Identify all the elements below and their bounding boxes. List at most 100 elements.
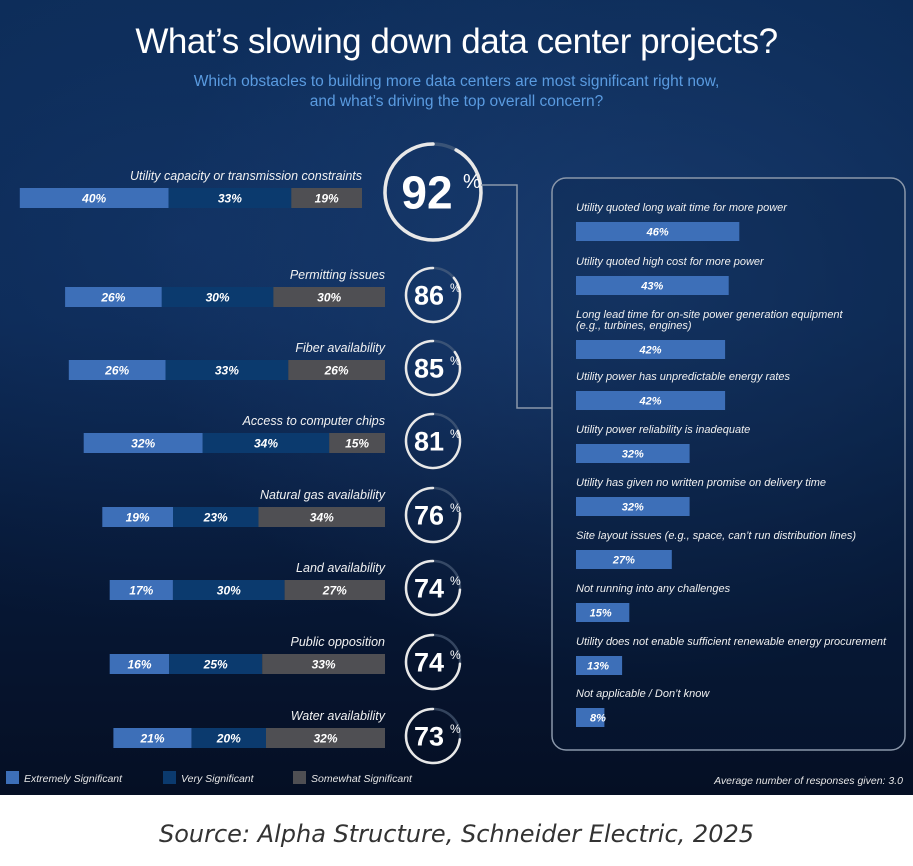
bar-segment-very	[169, 654, 263, 674]
bar-segment-extremely	[19, 188, 169, 208]
ring-progress-arc	[404, 559, 462, 617]
bar-segment-very	[168, 188, 292, 208]
bar-value-label: 32%	[131, 437, 155, 451]
ring-total-value: 76	[414, 501, 444, 531]
bar-segment-somewhat	[284, 580, 385, 600]
bar-value-label: 34%	[254, 437, 278, 451]
legend-swatch-very	[163, 771, 176, 784]
detail-label: Utility quoted high cost for more power	[576, 256, 765, 268]
detail-bar	[576, 550, 672, 569]
bar-segment-extremely	[68, 360, 166, 380]
legend-swatch-somewhat	[293, 771, 306, 784]
ring-progress-arc	[404, 266, 462, 324]
bar-segment-extremely	[113, 728, 192, 748]
detail-bar	[576, 391, 726, 410]
connector-line	[481, 184, 552, 409]
detail-bar-value: 8%	[590, 713, 606, 725]
detail-bar	[576, 656, 623, 675]
bar-segment-very	[165, 360, 289, 380]
ring-percent-sign: %	[463, 171, 481, 193]
bar-value-label: 30%	[217, 584, 241, 598]
bar-segment-very	[161, 287, 274, 307]
bar-segment-somewhat	[291, 188, 362, 208]
detail-label: Utility has given no written promise on …	[576, 477, 826, 489]
ring-total-value: 81	[414, 427, 444, 457]
bar-value-label: 33%	[215, 364, 239, 378]
bar-value-label: 30%	[317, 291, 341, 305]
subtitle-line-2: and what’s driving the top overall conce…	[309, 93, 604, 110]
ring-progress-arc	[383, 142, 483, 242]
bar-value-label: 33%	[218, 192, 242, 206]
detail-bar-value: 13%	[587, 661, 609, 673]
ring-percent-sign: %	[450, 648, 461, 662]
ring-total-value: 86	[414, 281, 444, 311]
legend-label: Extremely Significant	[24, 773, 123, 785]
bar-value-label: 23%	[203, 511, 228, 525]
ring-progress-arc	[404, 339, 462, 397]
bar-value-label: 15%	[345, 437, 369, 451]
bar-value-label: 33%	[312, 658, 336, 672]
ring-percent-sign: %	[450, 354, 461, 368]
category-label: Land availability	[296, 561, 386, 575]
bar-segment-extremely	[83, 433, 203, 453]
category-label: Water availability	[291, 709, 386, 723]
ring-total-value: 85	[414, 354, 444, 384]
bar-segment-very	[202, 433, 330, 453]
bar-segment-somewhat	[288, 360, 385, 380]
chart-subtitle: Which obstacles to building more data ce…	[0, 72, 913, 112]
detail-label: Utility quoted long wait time for more p…	[576, 202, 788, 214]
detail-label: Not running into any challenges	[576, 583, 731, 595]
ring-progress-arc	[404, 412, 462, 470]
detail-bar-value: 32%	[622, 449, 644, 461]
legend-label: Somewhat Significant	[311, 773, 413, 785]
bar-value-label: 25%	[203, 658, 228, 672]
bar-segment-extremely	[109, 654, 170, 674]
category-label: Permitting issues	[290, 268, 385, 282]
detail-bar	[576, 603, 630, 622]
chart-canvas: Utility capacity or transmission constra…	[6, 142, 906, 787]
bar-segment-somewhat	[258, 507, 385, 527]
subtitle-line-1: Which obstacles to building more data ce…	[193, 73, 720, 90]
legend-label: Very Significant	[181, 773, 255, 785]
detail-bar-value: 42%	[638, 396, 661, 408]
ring-percent-sign: %	[450, 574, 461, 588]
detail-bar	[576, 222, 740, 241]
footnote-average-responses: Average number of responses given: 3.0	[713, 775, 903, 787]
detail-label: Utility does not enable sufficient renew…	[576, 636, 887, 648]
detail-bar-value: 15%	[590, 608, 612, 620]
detail-bar	[576, 276, 729, 295]
bar-value-label: 26%	[104, 364, 129, 378]
bar-segment-extremely	[102, 507, 173, 527]
ring-total-value: 74	[414, 648, 444, 678]
bar-segment-extremely	[65, 287, 162, 307]
detail-label: (e.g., turbines, engines)	[576, 320, 692, 332]
bar-value-label: 40%	[81, 192, 106, 206]
bar-value-label: 32%	[313, 732, 337, 746]
detail-bar	[576, 444, 690, 463]
ring-percent-sign: %	[450, 281, 461, 295]
legend-swatch-extremely	[6, 771, 19, 784]
detail-bar-value: 43%	[640, 281, 663, 293]
bar-segment-very	[191, 728, 266, 748]
ring-total-value: 73	[414, 722, 444, 752]
bar-value-label: 34%	[310, 511, 334, 525]
category-label: Public opposition	[290, 635, 385, 649]
chart-title: What’s slowing down data center projects…	[135, 22, 778, 61]
category-label: Access to computer chips	[242, 414, 385, 428]
detail-bar-value: 46%	[646, 227, 669, 239]
ring-percent-sign: %	[450, 427, 461, 441]
bar-value-label: 30%	[206, 291, 230, 305]
bar-value-label: 21%	[139, 732, 164, 746]
ring-percent-sign: %	[450, 501, 461, 515]
ring-total-value: 74	[414, 574, 444, 604]
detail-bar	[576, 708, 605, 727]
bar-segment-very	[173, 580, 285, 600]
source-caption: Source: Alpha Structure, Schneider Elect…	[158, 820, 755, 848]
bar-segment-somewhat	[273, 287, 385, 307]
bar-value-label: 19%	[126, 511, 150, 525]
detail-bar-value: 27%	[612, 555, 635, 567]
bar-segment-somewhat	[262, 654, 385, 674]
detail-bar	[576, 340, 726, 359]
bar-value-label: 17%	[129, 584, 153, 598]
ring-percent-sign: %	[450, 722, 461, 736]
